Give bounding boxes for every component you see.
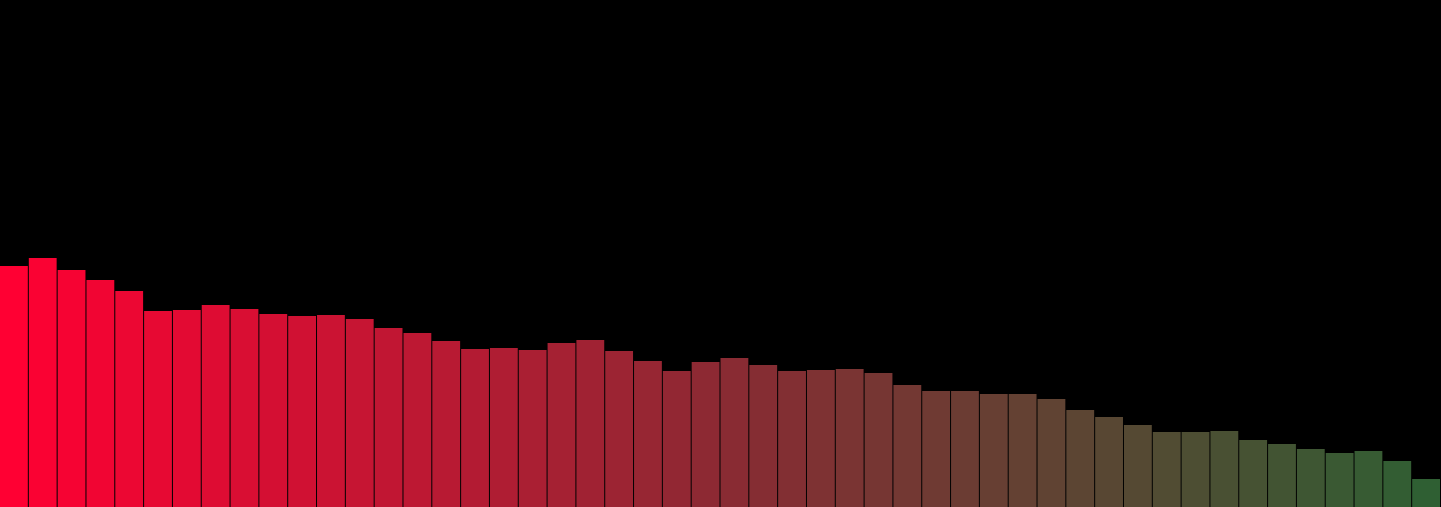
bar-15 [403,333,432,507]
bar-10 [259,314,288,507]
bar-8 [201,305,230,507]
bar-48 [1354,451,1383,507]
bar-18 [489,348,518,507]
bar-1 [0,266,28,507]
bar-2 [28,258,57,507]
bar-31 [864,373,893,507]
bar-49 [1383,461,1412,507]
bar-45 [1268,444,1296,507]
bar-5 [115,291,144,507]
bar-32 [893,385,922,507]
bar-27 [749,365,778,507]
bar-34 [951,391,979,507]
bar-50 [1412,479,1440,507]
bar-39 [1095,417,1123,507]
bar-35 [979,394,1008,507]
bar-19 [518,350,547,507]
bar-7 [172,310,201,507]
bar-46 [1296,449,1325,507]
bar-33 [922,391,951,507]
bar-21 [576,340,605,507]
bar-24 [662,371,691,507]
bar-37 [1037,399,1066,507]
bars-group [0,258,1440,507]
bar-43 [1210,431,1239,507]
bar-47 [1325,453,1354,507]
bar-16 [432,341,461,507]
bar-6 [144,311,172,507]
bar-25 [691,362,720,507]
bar-30 [835,369,864,507]
bar-4 [86,280,115,507]
bar-44 [1239,440,1268,507]
bar-20 [547,343,576,507]
bar-41 [1152,432,1181,507]
bar-14 [374,328,403,507]
bar-12 [317,315,345,507]
bar-22 [605,351,634,507]
bar-28 [778,371,806,507]
bar-3 [57,270,86,507]
bar-17 [461,349,489,507]
bar-36 [1008,394,1037,507]
bar-40 [1123,425,1152,507]
bar-42 [1181,432,1210,507]
bar-26 [720,358,749,507]
bar-13 [345,319,374,507]
bar-23 [634,361,662,507]
bar-11 [288,316,317,507]
bar-29 [806,370,835,507]
bar-9 [230,309,259,507]
bar-38 [1066,410,1095,507]
